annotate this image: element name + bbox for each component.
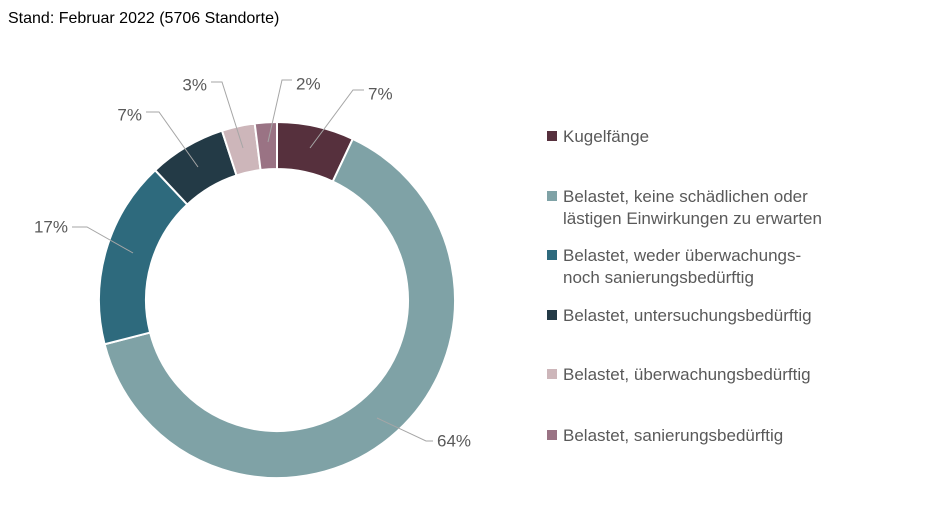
legend-item-2: Belastet, weder überwachungs- noch sanie… xyxy=(547,245,801,289)
legend-swatch-icon xyxy=(547,250,557,260)
percent-label-5: 2% xyxy=(296,75,321,94)
legend-label: Belastet, untersuchungsbedürftig xyxy=(563,306,812,325)
legend-swatch-icon xyxy=(547,430,557,440)
legend-label: Belastet, weder überwachungs- noch sanie… xyxy=(563,246,802,287)
legend-swatch-icon xyxy=(547,191,557,201)
legend-item-3: Belastet, untersuchungsbedürftig xyxy=(547,305,812,327)
percent-label-0: 7% xyxy=(368,85,393,104)
leader-line-4 xyxy=(211,81,244,149)
legend-label: Kugelfänge xyxy=(563,127,650,146)
leader-line-1 xyxy=(376,417,433,442)
donut-segment-2 xyxy=(98,168,189,346)
chart-status-title: Stand: Februar 2022 (5706 Standorte) xyxy=(8,10,280,27)
legend-label: Belastet, sanierungsbedürftig xyxy=(563,426,784,445)
legend-swatch-icon xyxy=(547,131,557,141)
percent-label-2: 17% xyxy=(34,218,68,237)
legend-swatch-icon xyxy=(547,369,557,379)
legend-item-0: Kugelfänge xyxy=(547,126,649,148)
donut-segment-1 xyxy=(103,137,456,479)
legend-label: Belastet, überwachungsbedürftig xyxy=(563,365,811,384)
percent-label-4: 3% xyxy=(182,76,207,95)
leader-line-3 xyxy=(146,111,199,168)
legend-item-4: Belastet, überwachungsbedürftig xyxy=(547,364,811,386)
legend-label: Belastet, keine schädlichen oder lästige… xyxy=(563,187,822,228)
legend-swatch-icon xyxy=(547,310,557,320)
leader-line-0 xyxy=(309,89,364,149)
legend-item-1: Belastet, keine schädlichen oder lästige… xyxy=(547,186,822,230)
percent-label-1: 64% xyxy=(437,432,471,451)
percent-label-3: 7% xyxy=(117,106,142,125)
legend-item-5: Belastet, sanierungsbedürftig xyxy=(547,425,783,447)
leader-line-5 xyxy=(267,79,292,143)
donut-segment-5 xyxy=(253,120,278,172)
leader-line-2 xyxy=(72,226,134,254)
